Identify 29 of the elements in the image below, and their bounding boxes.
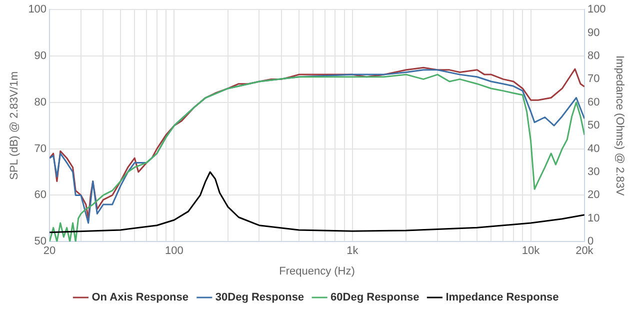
legend-label: 30Deg Response xyxy=(215,292,304,304)
y2-tick-label: 50 xyxy=(587,120,600,132)
y2-tick-label: 20 xyxy=(587,189,600,202)
y2-tick-label: 10 xyxy=(587,212,600,224)
y2-tick-label: 90 xyxy=(587,26,600,39)
y-axis-title: SPL (dB) @ 2.83V/1m xyxy=(8,71,21,180)
y2-tick-label: 80 xyxy=(587,50,600,62)
y-tick-label: 60 xyxy=(34,189,47,202)
legend-label: 60Deg Response xyxy=(330,292,420,304)
y2-tick-label: 100 xyxy=(587,4,606,16)
y-tick-label: 100 xyxy=(28,4,47,16)
legend-label: On Axis Response xyxy=(92,292,189,304)
x-tick-label: 100 xyxy=(165,245,184,258)
y2-axis-title: Impedance (Ohms) @ 2.83V xyxy=(613,56,626,196)
x-tick-label: 20 xyxy=(43,245,56,258)
x-tick-label: 1k xyxy=(346,245,359,258)
y2-tick-label: 60 xyxy=(587,96,600,108)
y2-tick-label: 0 xyxy=(587,236,594,248)
y-tick-label: 50 xyxy=(34,236,47,248)
y2-tick-label: 70 xyxy=(587,73,600,86)
x-tick-label: 20k xyxy=(576,245,594,258)
y-tick-label: 90 xyxy=(34,50,47,62)
x-tick-label: 10k xyxy=(522,245,540,258)
y2-tick-label: 40 xyxy=(587,142,600,155)
legend-label: Impedance Response xyxy=(446,292,559,304)
y2-tick-label: 30 xyxy=(587,166,600,178)
x-axis-title: Frequency (Hz) xyxy=(279,265,355,278)
y-tick-label: 70 xyxy=(34,142,47,155)
y-tick-label: 80 xyxy=(34,96,47,108)
